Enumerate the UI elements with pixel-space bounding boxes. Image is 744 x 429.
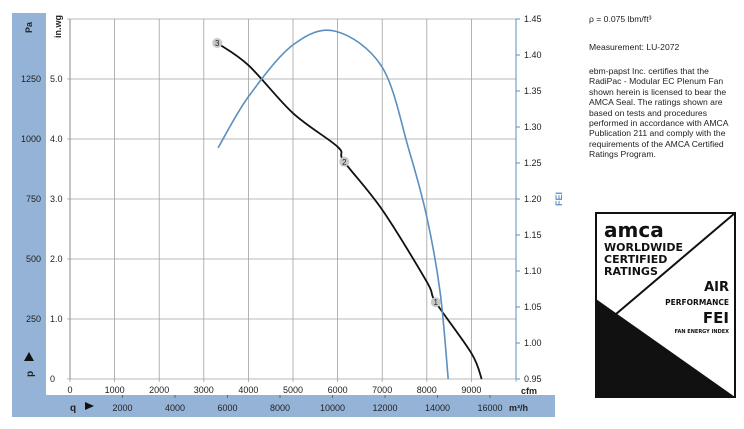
tick-label-fei: 1.25 (524, 158, 542, 168)
tick-label-inwg: 1.0 (50, 314, 63, 324)
tick-label-cfm: 4000 (238, 385, 258, 395)
air-density-label: ρ = 0.075 lbm/ft³ (589, 14, 652, 24)
tick-label-pa: 250 (26, 314, 41, 324)
tick-label-cfm: 5000 (283, 385, 303, 395)
operating-point-marker (339, 156, 350, 167)
tick-label-m3h: 2000 (112, 403, 132, 413)
tick-label-cfm: 3000 (194, 385, 214, 395)
tick-label-fei: 1.10 (524, 266, 542, 276)
tick-label-cfm: 7000 (372, 385, 392, 395)
axis-unit-pa: Pa (24, 21, 34, 33)
axis-unit-m3h: m³/h (509, 403, 528, 413)
axis-symbol-qv: q (70, 403, 76, 414)
tick-label-m3h: 6000 (217, 403, 237, 413)
axis-symbol-pfs: p (25, 371, 36, 377)
axis-unit-inwg: in.wg (53, 15, 63, 38)
tick-label-cfm: 6000 (328, 385, 348, 395)
tick-label-pa: 1000 (21, 134, 41, 144)
tick-label-m3h: 14000 (425, 403, 450, 413)
axis-unit-cfm: cfm (521, 386, 537, 396)
axis-label-fei: FEI (554, 192, 564, 206)
plot-background (46, 13, 556, 395)
tick-label-fei: 1.45 (524, 14, 542, 24)
operating-point-marker (212, 38, 223, 48)
seal-performance: PERFORMANCE (665, 298, 729, 307)
operating-point-label: 2 (342, 158, 347, 167)
tick-label-fei: 1.20 (524, 194, 542, 204)
tick-label-inwg: 5.0 (50, 74, 63, 84)
up-arrow-icon (24, 352, 34, 361)
tick-label-cfm: 0 (67, 385, 72, 395)
tick-label-fei: 1.05 (524, 302, 542, 312)
seal-fei: FEI (703, 309, 729, 327)
tick-label-fei: 0.95 (524, 374, 542, 384)
tick-label-m3h: 10000 (320, 403, 345, 413)
operating-point-marker (430, 297, 441, 308)
tick-label-m3h: 8000 (270, 403, 290, 413)
tick-label-pa: 750 (26, 194, 41, 204)
seal-association-line: AIR (600, 341, 612, 349)
seal-amca-text: amca (604, 218, 664, 242)
tick-label-inwg: 2.0 (50, 254, 63, 264)
seal-association-line: ASSOCIATION (600, 373, 649, 381)
tick-label-fei: 1.35 (524, 86, 542, 96)
tick-label-cfm: 9000 (461, 385, 481, 395)
seal-ratings: RATINGS (604, 265, 658, 278)
operating-point-label: 1 (433, 298, 438, 307)
measurement-label: Measurement: LU-2072 (589, 42, 680, 52)
tick-label-m3h: 12000 (372, 403, 397, 413)
fei-curve (217, 29, 450, 380)
operating-point-label: 3 (215, 39, 220, 48)
certification-text: ebm-papst Inc. certifies that the RadiPa… (589, 66, 728, 160)
tick-label-fei: 1.40 (524, 50, 542, 60)
seal-fan-energy-index: FAN ENERGY INDEX (675, 329, 729, 335)
seal-air: AIR (704, 280, 729, 295)
tick-label-inwg: 3.0 (50, 194, 63, 204)
tick-label-cfm: 2000 (149, 385, 169, 395)
tick-label-pa: 500 (26, 254, 41, 264)
tick-label-m3h: 16000 (477, 403, 502, 413)
seal-association-line: INTERNATIONAL, INC.® (600, 383, 685, 391)
tick-label-inwg: 4.0 (50, 134, 63, 144)
seal-association-line: MOVEMENT (600, 352, 643, 360)
seal-association-line: AND CONTROL (600, 362, 653, 370)
pressure-curve (216, 42, 483, 380)
tick-label-m3h: 4000 (165, 403, 185, 413)
tick-label-fei: 1.30 (524, 122, 542, 132)
tick-label-inwg: 0 (50, 374, 55, 384)
seal-certified: CERTIFIED (604, 253, 667, 266)
bottom-unit-band (12, 395, 555, 417)
left-unit-band (12, 13, 46, 417)
right-arrow-icon (85, 402, 94, 410)
tick-label-cfm: 8000 (417, 385, 437, 395)
tick-label-fei: 1.00 (524, 338, 542, 348)
seal-worldwide: WORLDWIDE (604, 241, 683, 254)
tick-label-fei: 1.15 (524, 230, 542, 240)
tick-label-cfm: 1000 (105, 385, 125, 395)
tick-label-pa: 1250 (21, 74, 41, 84)
